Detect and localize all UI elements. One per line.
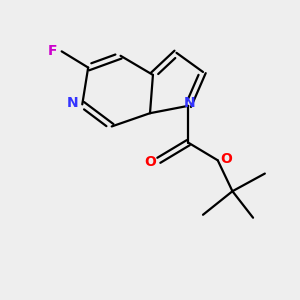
Text: O: O (220, 152, 232, 166)
Text: O: O (144, 155, 156, 169)
Text: F: F (48, 44, 58, 58)
Text: N: N (184, 96, 196, 110)
Text: N: N (67, 96, 79, 110)
